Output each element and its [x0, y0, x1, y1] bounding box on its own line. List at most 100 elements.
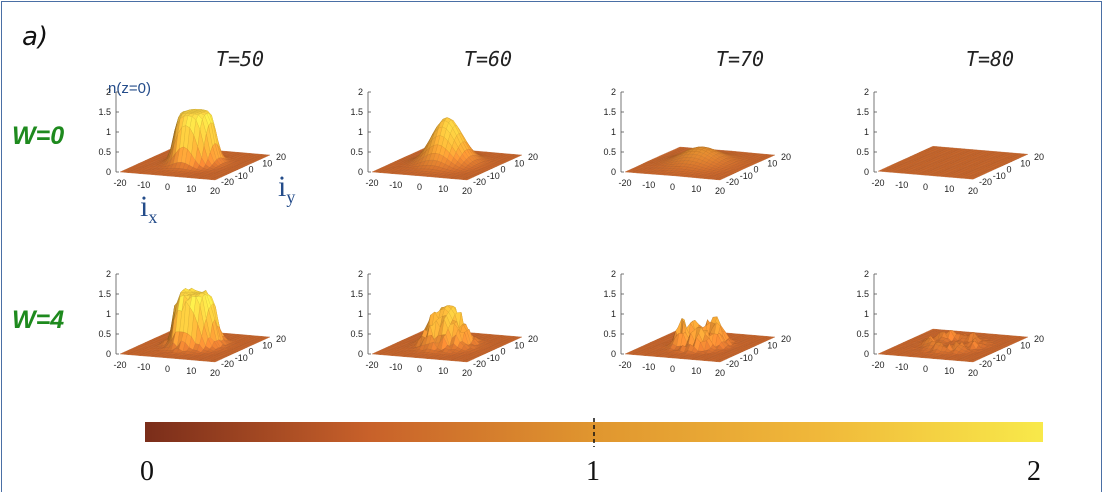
z-tick-label: 1.5 — [603, 107, 616, 117]
surface-plots: 00.511.52-20 -10 0 10 20-20-100102000.511.52… — [98, 87, 1044, 378]
y-tick-label: 20 — [528, 334, 538, 344]
column-title-t50: T=50 — [215, 47, 265, 71]
x-tick-label: -10 — [642, 180, 655, 190]
y-tick-label: -10 — [740, 353, 753, 363]
x-tick-label: -20 — [618, 178, 631, 188]
z-tick-label: 1.5 — [98, 107, 111, 117]
column-title-t80: T=80 — [965, 47, 1015, 71]
x-tick-label: -20 — [365, 360, 378, 370]
z-tick-label: 1.5 — [98, 289, 111, 299]
y-tick-label: 10 — [514, 340, 524, 350]
x-tick-label: 20 — [715, 186, 725, 196]
z-tick-label: 0.5 — [856, 329, 869, 339]
x-tick-label: 10 — [691, 184, 701, 194]
z-tick-label: 0.5 — [856, 147, 869, 157]
z-tick-label: 1.5 — [856, 289, 869, 299]
x-tick-label: 20 — [210, 186, 220, 196]
y-tick-label: -20 — [473, 177, 486, 187]
y-tick-label: 0 — [501, 165, 506, 175]
x-tick-label: 20 — [462, 368, 472, 378]
z-tick-label: 2 — [358, 87, 363, 97]
z-tick-label: 0.5 — [98, 329, 111, 339]
y-tick-label: 0 — [501, 347, 506, 357]
z-tick-label: 1 — [106, 309, 111, 319]
z-tick-label: 2 — [611, 269, 616, 279]
z-tick-label: 1 — [864, 127, 869, 137]
x-tick-label: 10 — [944, 366, 954, 376]
x-axis-title: ix — [140, 190, 158, 227]
y-tick-label: 10 — [767, 340, 777, 350]
z-tick-label: 2 — [106, 269, 111, 279]
x-tick-label: 0 — [417, 364, 422, 374]
y-tick-label: -10 — [235, 353, 248, 363]
y-tick-label: -20 — [221, 359, 234, 369]
y-tick-label: 0 — [754, 347, 759, 357]
x-tick-label: -20 — [365, 178, 378, 188]
z-tick-label: 0 — [864, 349, 869, 359]
x-tick-label: -20 — [618, 360, 631, 370]
z-tick-label: 0 — [106, 167, 111, 177]
z-tick-label: 1.5 — [350, 289, 363, 299]
x-tick-label: 0 — [923, 182, 928, 192]
x-tick-label: -10 — [895, 362, 908, 372]
z-tick-label: 0.5 — [350, 329, 363, 339]
x-tick-label: -10 — [137, 362, 150, 372]
y-tick-label: 20 — [1034, 334, 1044, 344]
y-tick-label: -20 — [726, 177, 739, 187]
column-title-t70: T=70 — [715, 47, 765, 71]
x-tick-label: -10 — [642, 362, 655, 372]
x-tick-label: 10 — [186, 184, 196, 194]
x-tick-label: -20 — [871, 360, 884, 370]
z-tick-label: 1 — [864, 309, 869, 319]
column-title-t60: T=60 — [463, 47, 513, 71]
z-tick-label: 1.5 — [350, 107, 363, 117]
z-tick-label: 0.5 — [350, 147, 363, 157]
y-tick-label: 20 — [1034, 152, 1044, 162]
z-tick-label: 0 — [106, 349, 111, 359]
y-tick-label: -20 — [473, 359, 486, 369]
x-tick-label: 20 — [968, 368, 978, 378]
y-tick-label: 10 — [514, 158, 524, 168]
x-tick-label: 0 — [165, 364, 170, 374]
y-tick-label: -20 — [221, 177, 234, 187]
colorbar-tick-0: 0 — [140, 456, 154, 487]
z-tick-label: 2 — [106, 87, 111, 97]
z-tick-label: 0.5 — [603, 147, 616, 157]
x-tick-label: 0 — [923, 364, 928, 374]
y-tick-label: 10 — [262, 340, 272, 350]
z-tick-label: 1 — [358, 127, 363, 137]
x-tick-label: 10 — [438, 366, 448, 376]
z-tick-label: 1 — [106, 127, 111, 137]
y-tick-label: -10 — [487, 171, 500, 181]
y-tick-label: -10 — [993, 353, 1006, 363]
z-tick-label: 0.5 — [98, 147, 111, 157]
z-tick-label: 0 — [358, 167, 363, 177]
x-tick-label: 0 — [165, 182, 170, 192]
surface-facet — [462, 178, 470, 181]
y-tick-label: -10 — [993, 171, 1006, 181]
y-tick-label: 0 — [1007, 165, 1012, 175]
z-tick-label: 1.5 — [856, 107, 869, 117]
y-tick-label: 20 — [276, 334, 286, 344]
row-label-w0: W=0 — [12, 122, 65, 150]
y-tick-label: 10 — [767, 158, 777, 168]
x-tick-label: 0 — [670, 364, 675, 374]
z-tick-label: 1 — [358, 309, 363, 319]
y-tick-label: -20 — [726, 359, 739, 369]
y-tick-label: -10 — [740, 171, 753, 181]
x-tick-label: 10 — [944, 184, 954, 194]
x-tick-label: 20 — [210, 368, 220, 378]
y-tick-label: 0 — [249, 347, 254, 357]
x-tick-label: -10 — [895, 180, 908, 190]
y-tick-label: -20 — [979, 359, 992, 369]
y-tick-label: 10 — [1020, 340, 1030, 350]
x-tick-label: 0 — [417, 182, 422, 192]
z-tick-label: 1 — [611, 309, 616, 319]
